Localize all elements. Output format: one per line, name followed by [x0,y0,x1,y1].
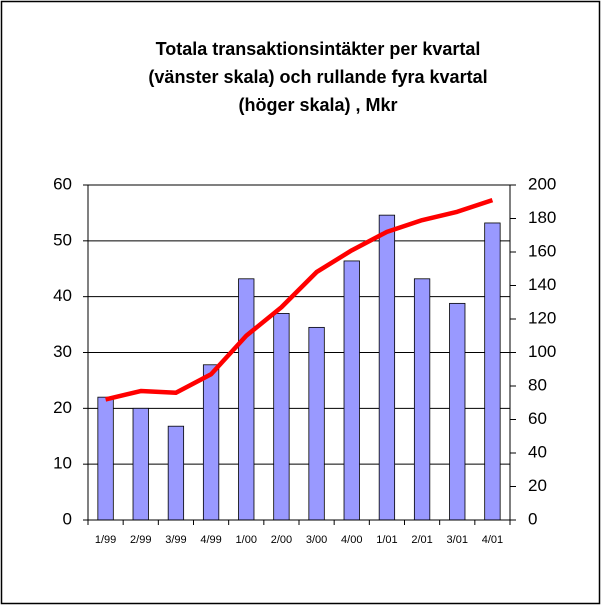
y-tick-label: 40 [53,286,72,305]
y-tick-label: 20 [53,398,72,417]
bar [202,364,220,521]
x-tick-label: 4/01 [482,534,503,546]
bar [273,313,290,521]
y-tick-label: 0 [63,509,72,528]
y2-tick-label: 80 [528,375,547,394]
bar [449,302,466,521]
bar [238,278,255,521]
x-tick-label: 3/01 [447,534,468,546]
bar [413,278,431,521]
chart-title: (höger skala) , Mkr [238,95,397,115]
y2-tick-label: 180 [528,208,556,227]
y2-tick-label: 100 [528,342,556,361]
bar [167,425,185,521]
x-tick-label: 4/99 [200,534,221,546]
y-tick-label: 50 [53,230,72,249]
y2-tick-label: 20 [528,476,547,495]
chart-title: Totala transaktionsintäkter per kvartal [156,39,481,59]
y2-tick-label: 140 [528,275,556,294]
x-tick-label: 2/99 [130,534,151,546]
x-tick-label: 3/00 [306,534,327,546]
x-tick-label: 2/01 [411,534,432,546]
chart-title: (vänster skala) och rullande fyra kvarta… [148,67,487,87]
x-tick-label: 3/99 [165,534,186,546]
x-tick-label: 1/01 [376,534,397,546]
y-tick-label: 10 [53,454,72,473]
y2-tick-label: 200 [528,174,556,193]
bar [343,260,360,521]
bar [308,326,325,521]
bar [378,214,396,521]
x-tick-label: 1/00 [236,534,257,546]
bar [97,396,114,521]
x-tick-label: 1/99 [95,534,116,546]
y2-tick-label: 160 [528,241,556,260]
bar [132,407,149,521]
y2-tick-label: 60 [528,409,547,428]
y-tick-label: 60 [53,174,72,193]
line [105,197,494,402]
y-tick-label: 30 [53,342,72,361]
y2-tick-label: 0 [528,509,537,528]
y2-tick-label: 120 [528,308,556,327]
x-tick-label: 4/00 [341,534,362,546]
bar [484,222,501,521]
x-tick-label: 2/00 [271,534,292,546]
y2-tick-label: 40 [528,442,547,461]
